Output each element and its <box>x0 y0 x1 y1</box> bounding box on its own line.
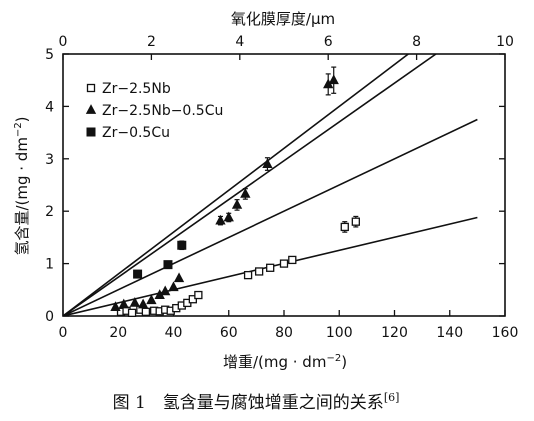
y-tick-label-0: 0 <box>45 309 54 325</box>
top-tick-label-10: 10 <box>496 34 514 50</box>
x-tick-label-140: 140 <box>436 325 463 341</box>
legend-marker-3 <box>86 127 96 137</box>
x-tick-label-0: 0 <box>59 325 68 341</box>
x-tick-label-100: 100 <box>326 325 353 341</box>
point-s2-2 <box>118 298 129 309</box>
point-s1-14 <box>194 290 203 300</box>
y-tick-label-4: 4 <box>45 99 54 115</box>
point-s3-3 <box>177 240 187 250</box>
top-tick-label-6: 6 <box>324 34 333 50</box>
point-s1-21 <box>351 217 360 226</box>
legend-label-2: Zr−2.5Nb−0.5Cu <box>102 103 223 119</box>
y-tick-label-1: 1 <box>45 257 54 273</box>
y-tick-label-2: 2 <box>45 204 54 220</box>
legend-label-3: Zr−0.5Cu <box>102 125 170 141</box>
point-s1-18 <box>279 259 289 268</box>
point-s2-16 <box>328 74 339 85</box>
point-s3-2 <box>163 260 173 270</box>
y-axis-title-suffix: ) <box>13 116 31 122</box>
x-tick-label-80: 80 <box>275 325 293 341</box>
legend-marker-2 <box>85 104 97 114</box>
y-axis-title: 氢含量/(mg · dm−2) <box>13 116 31 255</box>
reference-line-3 <box>63 118 478 316</box>
figure-caption-text: 图 1 氢含量与腐蚀增重之间的关系 <box>113 393 384 413</box>
figure-caption-ref: [6] <box>384 391 400 404</box>
top-tick-label-8: 8 <box>412 34 421 50</box>
x-tick-label-40: 40 <box>165 325 183 341</box>
point-s1-19 <box>288 255 297 265</box>
point-s2-4 <box>137 298 149 309</box>
point-s1-3 <box>127 308 137 318</box>
point-s2-11 <box>223 211 234 222</box>
x-tick-label-120: 120 <box>381 325 408 341</box>
top-tick-label-2: 2 <box>147 34 156 50</box>
x-axis-title-main: 增重/(mg · dm <box>223 353 326 371</box>
x-axis-title: 增重/(mg · dm−2) <box>223 353 347 371</box>
point-s2-5 <box>146 294 157 305</box>
top-axis-title: 氧化膜厚度/μm <box>231 10 335 28</box>
point-s1-5 <box>141 307 151 316</box>
point-s2-9 <box>173 272 185 283</box>
reference-line-2 <box>63 54 437 316</box>
point-s1-20 <box>340 222 349 232</box>
point-s1-13 <box>188 295 197 304</box>
x-tick-label-60: 60 <box>220 325 238 341</box>
y-axis-title-exp: −2 <box>13 122 24 137</box>
x-tick-label-20: 20 <box>109 325 127 341</box>
figure-caption: 图 1 氢含量与腐蚀增重之间的关系[6] <box>113 391 400 413</box>
point-s1-15 <box>243 270 253 280</box>
point-s1-17 <box>266 263 275 272</box>
x-axis-title-exp: −2 <box>326 353 341 364</box>
top-tick-label-0: 0 <box>59 34 68 50</box>
y-tick-label-3: 3 <box>45 152 54 168</box>
point-s2-8 <box>168 281 179 292</box>
point-s2-3 <box>129 297 140 307</box>
data-points <box>110 66 360 318</box>
y-axis-title-main: 氢含量/(mg · dm <box>13 137 31 255</box>
reference-lines <box>63 54 478 316</box>
reference-line-1 <box>63 54 409 316</box>
point-s2-7 <box>160 285 171 296</box>
point-s1-16 <box>254 267 264 276</box>
point-s2-13 <box>240 188 251 198</box>
point-s3-1 <box>133 269 143 279</box>
y-tick-label-5: 5 <box>45 47 54 63</box>
legend-marker-1 <box>86 83 96 93</box>
x-axis-title-suffix: ) <box>341 353 347 371</box>
point-s2-14 <box>262 158 273 168</box>
x-tick-label-160: 160 <box>492 325 519 341</box>
point-s2-10 <box>215 214 226 225</box>
point-s2-1 <box>110 301 121 311</box>
legend-label-1: Zr−2.5Nb <box>102 81 171 97</box>
top-tick-label-4: 4 <box>235 34 244 50</box>
point-s2-12 <box>231 199 243 209</box>
legend: Zr−2.5Nb Zr−2.5Nb−0.5Cu Zr−0.5Cu <box>85 81 223 141</box>
